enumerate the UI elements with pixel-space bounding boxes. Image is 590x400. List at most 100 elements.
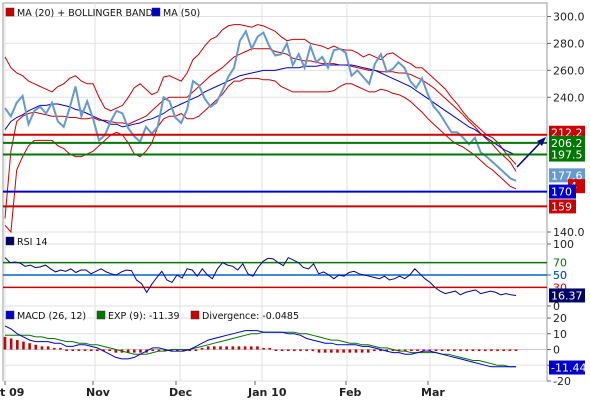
divergence-bar — [330, 349, 333, 353]
x-tick-label: Nov — [86, 386, 111, 399]
x-axis-labels: t 09 Nov Dec Jan 10 Feb Mar — [0, 381, 445, 399]
divergence-bar — [465, 349, 469, 352]
price-line — [4, 28, 517, 182]
y-tick-label: 0 — [553, 300, 560, 313]
y-tick-label: 300.0 — [553, 10, 585, 23]
rsi-series-group — [3, 256, 547, 296]
divergence-bar — [274, 349, 278, 351]
badge-197-5: 197.5 — [551, 149, 583, 162]
divergence-bar — [139, 349, 142, 353]
bollinger-lower-line — [4, 77, 517, 234]
x-tick-label: t 09 — [0, 386, 24, 399]
divergence-bar — [28, 343, 31, 350]
divergence-bar — [151, 349, 155, 352]
divergence-bar — [385, 349, 389, 352]
divergence-bar — [348, 349, 352, 353]
divergence-bar — [34, 344, 38, 350]
divergence-bar — [446, 349, 450, 352]
divergence-bar — [3, 336, 7, 350]
divergence-bar — [9, 338, 13, 350]
divergence-bar — [403, 349, 407, 352]
divergence-bar — [360, 349, 364, 353]
divergence-bar — [416, 349, 419, 352]
divergence-bar — [268, 347, 272, 350]
y-tick-label: 10 — [553, 328, 567, 341]
divergence-bar — [496, 349, 499, 352]
legend-swatch — [151, 7, 161, 17]
divergence-bar — [471, 349, 475, 352]
divergence-bar — [311, 349, 315, 352]
price-horizontal-lines — [3, 133, 547, 208]
divergence-bar — [477, 349, 481, 352]
legend-label: MACD (26, 12) — [17, 311, 86, 322]
divergence-bar — [502, 349, 505, 351]
divergence-bar — [422, 349, 425, 352]
legend-label: MA (20) + BOLLINGER BANDS — [17, 8, 159, 19]
y-tick-label: 100 — [553, 238, 574, 251]
divergence-bar — [391, 349, 395, 352]
divergence-bar — [410, 349, 413, 352]
divergence-bar — [96, 349, 99, 352]
rsi-panel-frame — [2, 231, 548, 307]
divergence-bar — [373, 349, 376, 352]
divergence-bar — [22, 341, 25, 350]
divergence-bar — [157, 349, 161, 352]
divergence-bar — [354, 349, 358, 353]
divergence-bar — [366, 349, 370, 353]
divergence-bar — [256, 346, 259, 350]
divergence-bar — [336, 349, 339, 353]
badge-macd: -11.44 — [551, 362, 586, 375]
y-tick-label: 260.0 — [553, 64, 585, 77]
y-tick-label: 50 — [553, 269, 567, 282]
y-tick-label: -20 — [553, 375, 571, 388]
divergence-bar — [194, 349, 198, 351]
divergence-bar — [206, 346, 210, 350]
legend-label: Divergence: -0.0485 — [202, 311, 299, 322]
x-tick-label: Dec — [169, 386, 192, 399]
divergence-bar — [459, 349, 462, 352]
divergence-bar — [280, 349, 284, 351]
divergence-bar — [342, 349, 345, 353]
y-tick-label: 0 — [553, 344, 560, 357]
divergence-bar — [237, 346, 241, 350]
y-tick-label: 280.0 — [553, 37, 585, 50]
y-tick-label: 140.0 — [553, 226, 585, 239]
divergence-bar — [323, 349, 327, 353]
divergence-bar — [219, 346, 222, 350]
x-tick-label: Jan 10 — [247, 386, 287, 399]
divergence-bar — [188, 349, 191, 352]
trend-arrow — [516, 137, 546, 168]
divergence-bar — [200, 347, 204, 350]
divergence-bar — [126, 349, 130, 353]
badge-206-2: 206.2 — [551, 137, 583, 150]
divergence-bar — [243, 346, 247, 350]
divergence-bar — [262, 347, 265, 350]
divergence-bar — [102, 349, 105, 352]
rsi-level-label: 50 — [553, 269, 567, 282]
badge-macd-bg — [549, 360, 585, 375]
price-series-group — [4, 24, 517, 234]
divergence-bar — [182, 349, 185, 352]
legend-swatch — [5, 310, 15, 320]
y-tick-label: 20 — [553, 312, 567, 325]
legends: MA (20) + BOLLINGER BANDS MA (50) RSI 14 MA… — [5, 7, 299, 322]
badge-170-bg — [549, 184, 576, 199]
divergence-bar — [16, 340, 19, 350]
legend-swatch — [190, 310, 200, 320]
divergence-bar — [169, 349, 173, 352]
legend-swatch — [5, 236, 15, 246]
legend-label: RSI 14 — [17, 237, 48, 248]
x-tick-label: Feb — [339, 386, 362, 399]
x-tick-label: Mar — [421, 386, 445, 399]
badge-last-price: 177.6 — [551, 169, 583, 182]
macd-line — [4, 325, 516, 368]
divergence-bar — [453, 349, 456, 352]
divergence-bar — [65, 349, 68, 351]
exp-line — [5, 331, 516, 368]
macd-series-group — [3, 325, 547, 368]
divergence-bar — [89, 349, 93, 351]
divergence-bar — [379, 349, 382, 352]
divergence-bar — [225, 346, 228, 350]
badge-197-5-bg — [549, 147, 585, 162]
